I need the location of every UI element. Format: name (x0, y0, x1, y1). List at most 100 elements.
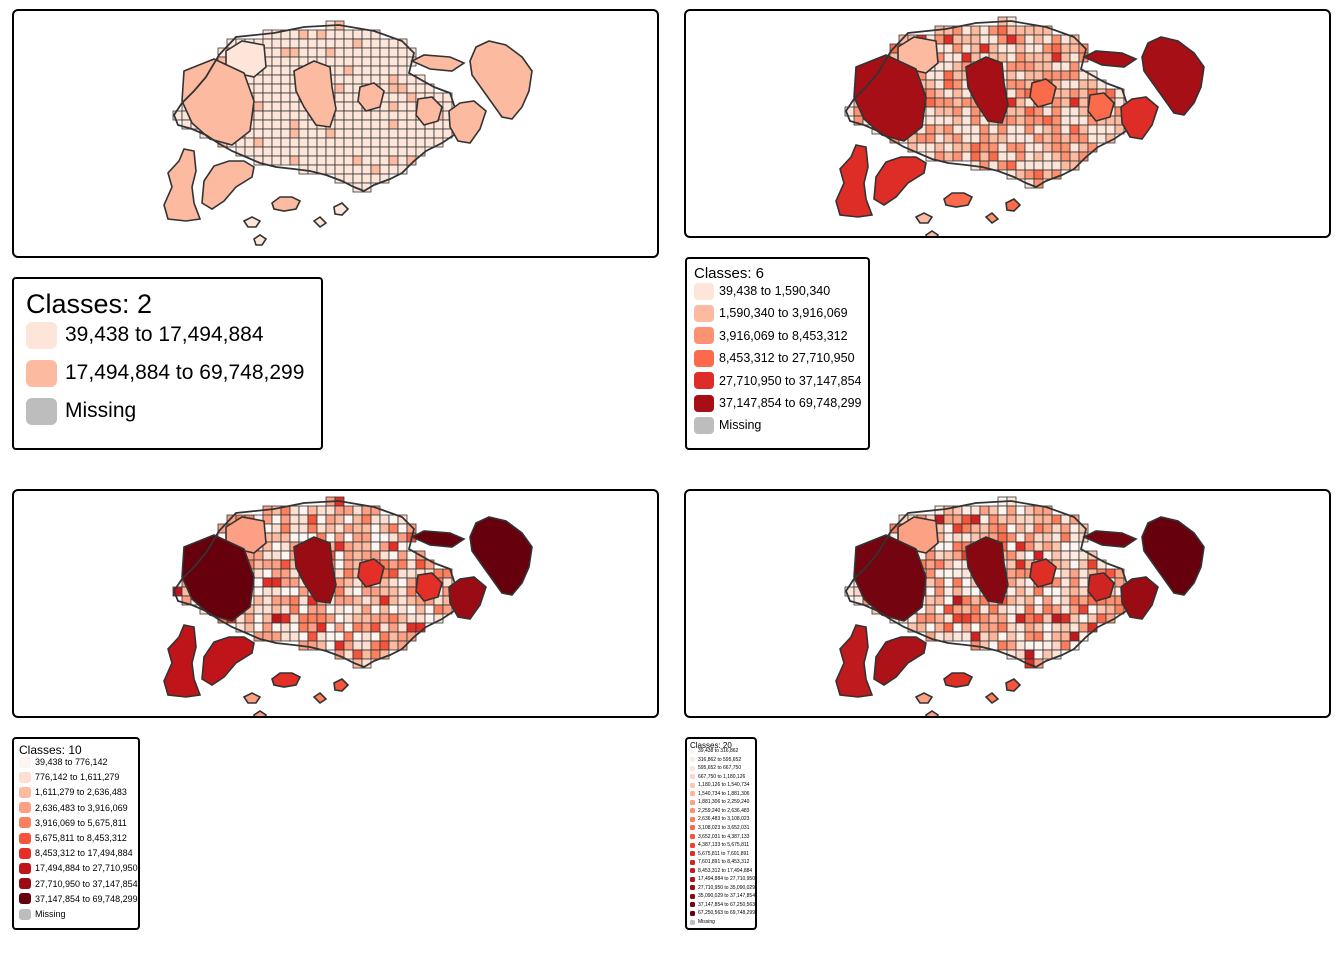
subzone-region (1060, 559, 1071, 570)
subzone-region (1060, 541, 1071, 552)
subzone-region (1033, 595, 1044, 606)
subzone-region (1033, 523, 1044, 534)
subzone-region (262, 110, 273, 121)
subzone-region (397, 586, 408, 597)
subzone-region (1096, 613, 1107, 624)
legend-item: 35,090,029 to 37,147,854 (690, 893, 755, 899)
subzone-region (388, 514, 399, 525)
subzone-region (970, 25, 981, 36)
subzone-region (334, 595, 345, 606)
island-region (333, 678, 350, 692)
subzone-region (1024, 622, 1035, 633)
subzone-region (979, 151, 990, 162)
subzone-region (293, 60, 337, 128)
legend-item: 27,710,950 to 35,090,029 (690, 885, 755, 891)
subzone-region (325, 56, 336, 67)
subzone-region (406, 622, 417, 633)
subzone-region (271, 595, 282, 606)
subzone-region (970, 142, 981, 153)
subzone-region (1069, 97, 1080, 108)
subzone-region (415, 613, 426, 624)
subzone-region (271, 550, 282, 561)
subzone-region (406, 83, 417, 94)
subzone-region (397, 56, 408, 67)
subzone-region (997, 505, 1008, 516)
subzone-region (289, 101, 300, 112)
island-region (271, 196, 302, 212)
subzone-region (934, 604, 945, 615)
choropleth-map (835, 496, 1205, 716)
subzone-region (406, 137, 417, 148)
subzone-region (397, 155, 408, 166)
subzone-region (988, 25, 999, 36)
subzone-region (1015, 559, 1026, 570)
legend-label: 2,259,240 to 2,636,483 (698, 807, 750, 814)
island-region (253, 234, 268, 246)
mainland-outline (844, 20, 1138, 189)
subzone-region (934, 97, 945, 108)
subzone-region (280, 586, 291, 597)
subzone-region (307, 631, 318, 642)
subzone-region (370, 514, 381, 525)
subzone-region (397, 164, 408, 175)
subzone-region (1069, 523, 1080, 534)
subzone-region (961, 34, 972, 45)
subzone-region (1024, 124, 1035, 135)
subzone-region (997, 124, 1008, 135)
subzone-region (397, 631, 408, 642)
subzone-region (934, 568, 945, 579)
subzone-region (1006, 34, 1017, 45)
map-frame (684, 9, 1331, 238)
subzone-region (271, 38, 282, 49)
subzone-region (289, 586, 300, 597)
island-region (943, 192, 974, 208)
subzone-region (280, 514, 291, 525)
subzone-region (1006, 532, 1017, 543)
subzone-region (352, 155, 363, 166)
subzone-region (853, 534, 927, 622)
subzone-region (244, 622, 255, 633)
subzone-region (1078, 88, 1089, 99)
subzone-region (952, 79, 963, 90)
subzone-region (370, 622, 381, 633)
subzone-region (1015, 25, 1026, 36)
subzone-region (1015, 523, 1026, 534)
subzone-region (397, 559, 408, 570)
subzone-region (343, 568, 354, 579)
subzone-region (343, 146, 354, 157)
subzone-region (280, 577, 291, 588)
subzone-region (997, 43, 1008, 54)
legend-label: 8,453,312 to 27,710,950 (719, 351, 855, 366)
map-regions (835, 16, 1205, 236)
subzone-region (307, 38, 318, 49)
subzone-region (1042, 115, 1053, 126)
subzone-region (370, 541, 381, 552)
subzone-region (1060, 577, 1071, 588)
subzone-region (961, 25, 972, 36)
subzone-region (1033, 124, 1044, 135)
subzone-region (271, 613, 282, 624)
subzone-region (406, 128, 417, 139)
subzone-region (388, 155, 399, 166)
subzone-region (397, 146, 408, 157)
subzone-region (952, 124, 963, 135)
subzone-region (262, 83, 273, 94)
subzone-region (1006, 604, 1017, 615)
subzone-region (925, 595, 936, 606)
subzone-region (334, 92, 345, 103)
subzone-region (388, 128, 399, 139)
legend-label: 595,652 to 667,750 (698, 765, 742, 772)
subzone-region (415, 604, 426, 615)
subzone-region (316, 128, 327, 139)
island-region (448, 100, 487, 144)
subzone-region (271, 514, 282, 525)
subzone-region (934, 70, 945, 81)
subzone-region (370, 586, 381, 597)
legend-label: Missing (719, 418, 762, 433)
subzone-region (1033, 160, 1044, 171)
subzone-region (334, 137, 345, 148)
subzone-region (952, 133, 963, 144)
legend-item: 37,147,854 to 69,748,299 (694, 394, 862, 412)
subzone-region (361, 155, 372, 166)
subzone-region (1069, 586, 1080, 597)
